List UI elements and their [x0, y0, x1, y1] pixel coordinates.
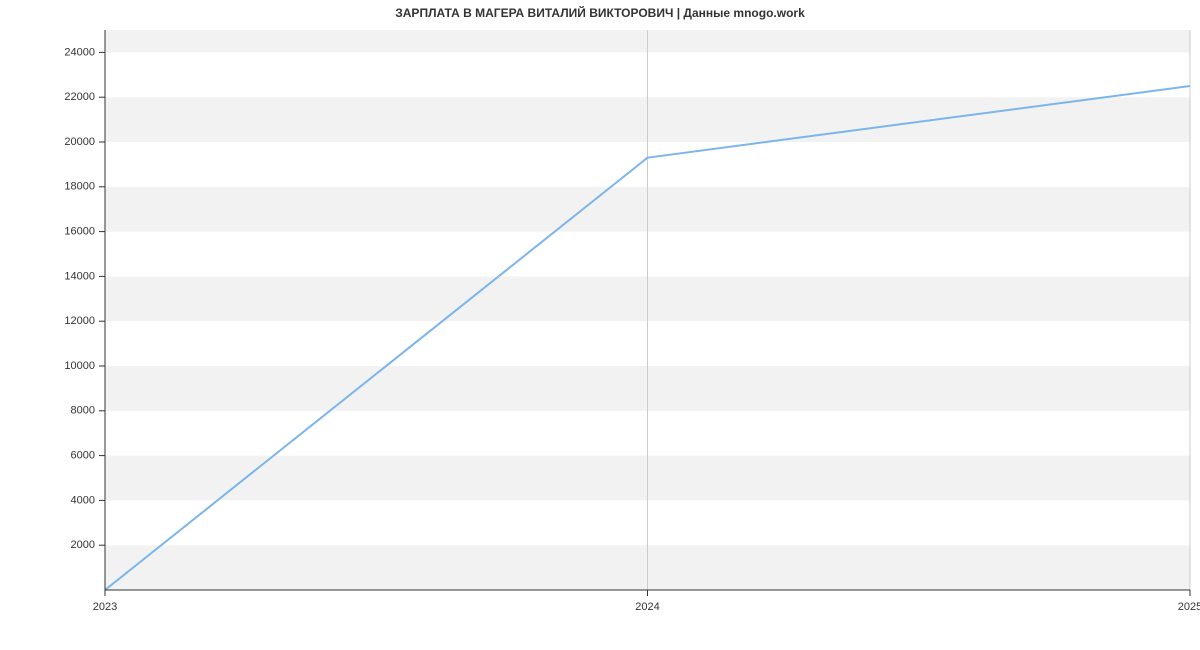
svg-text:2025: 2025 [1178, 601, 1200, 613]
svg-text:12000: 12000 [64, 315, 95, 327]
salary-line-chart: ЗАРПЛАТА В МАГЕРА ВИТАЛИЙ ВИКТОРОВИЧ | Д… [0, 0, 1200, 650]
svg-text:8000: 8000 [71, 405, 95, 417]
svg-text:6000: 6000 [71, 450, 95, 462]
svg-text:4000: 4000 [71, 494, 95, 506]
svg-text:18000: 18000 [64, 181, 95, 193]
svg-text:22000: 22000 [64, 91, 95, 103]
svg-text:10000: 10000 [64, 360, 95, 372]
svg-text:20000: 20000 [64, 136, 95, 148]
svg-text:14000: 14000 [64, 270, 95, 282]
chart-svg: 2000 4000 6000 8000 10000 12000 14000 16000 1800… [0, 0, 1200, 650]
svg-text:2000: 2000 [71, 539, 95, 551]
svg-text:24000: 24000 [64, 46, 95, 58]
svg-text:2023: 2023 [93, 601, 117, 613]
svg-text:2024: 2024 [635, 601, 659, 613]
svg-text:16000: 16000 [64, 226, 95, 238]
chart-title: ЗАРПЛАТА В МАГЕРА ВИТАЛИЙ ВИКТОРОВИЧ | Д… [0, 6, 1200, 20]
